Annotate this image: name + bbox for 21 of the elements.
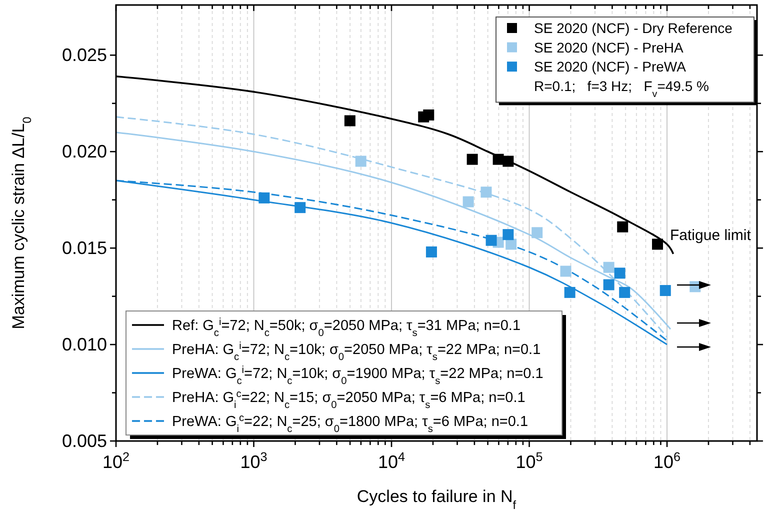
y-tick-label: 0.020 (62, 142, 107, 162)
x-axis-title: Cycles to failure in N$_{f}$ (356, 487, 517, 512)
text: PreHA: G$_{c}$$^{i}$=72; N$_{c}$=10k; σ$_{0}$=2050 MPa; τ$_{s}$=22 MPa; n=0.1 (172, 340, 541, 362)
legend-label: SE 2020 (NCF) - PreHA (534, 39, 684, 56)
annotation: R=0.1; f=3 Hz; F$_{v}$=49.5 % (534, 78, 709, 100)
text: PreHA: G$_{i}$$^{c}$=22; N$_{c}$=15; σ$_{0}$=2050 MPa; τ$_{s}$=6 MPa; n=0.1 (172, 388, 526, 410)
legend-label: SE 2020 (NCF) - PreWA (534, 58, 687, 75)
text: Ref: G$_{c}$$^{i}$=72; N$_{c}$=50k; σ$_{0}$=2050 MPa; τ$_{s}$=31 MPa; n=0.1 (172, 316, 521, 338)
x-tick-label: 10$^{6}$ (653, 450, 681, 472)
annotation: Fatigue limit (670, 227, 752, 244)
x-tick-label: 10$^{3}$ (240, 450, 268, 472)
x-tick-label: 10$^{5}$ (516, 450, 543, 472)
legend-label: SE 2020 (NCF) - Dry Reference (534, 20, 733, 36)
x-tick-label: 10$^{4}$ (378, 450, 406, 472)
y-tick-label: 0.015 (62, 238, 107, 258)
text: PreWA: G$_{i}$$^{c}$=22; N$_{c}$=25; σ$_{0}$=1800 MPa; τ$_{s}$=6 MPa; n=0.1 (172, 412, 528, 434)
text: PreWA: G$_{c}$$^{i}$=72; N$_{c}$=10k; σ$_{0}$=1900 MPa; τ$_{s}$=22 MPa; n=0.1 (172, 364, 544, 386)
y-tick-label: 0.005 (62, 431, 107, 451)
x-tick-label: 10$^{2}$ (102, 450, 130, 472)
y-tick-label: 0.025 (62, 45, 107, 66)
y-tick-label: 0.010 (62, 334, 107, 355)
